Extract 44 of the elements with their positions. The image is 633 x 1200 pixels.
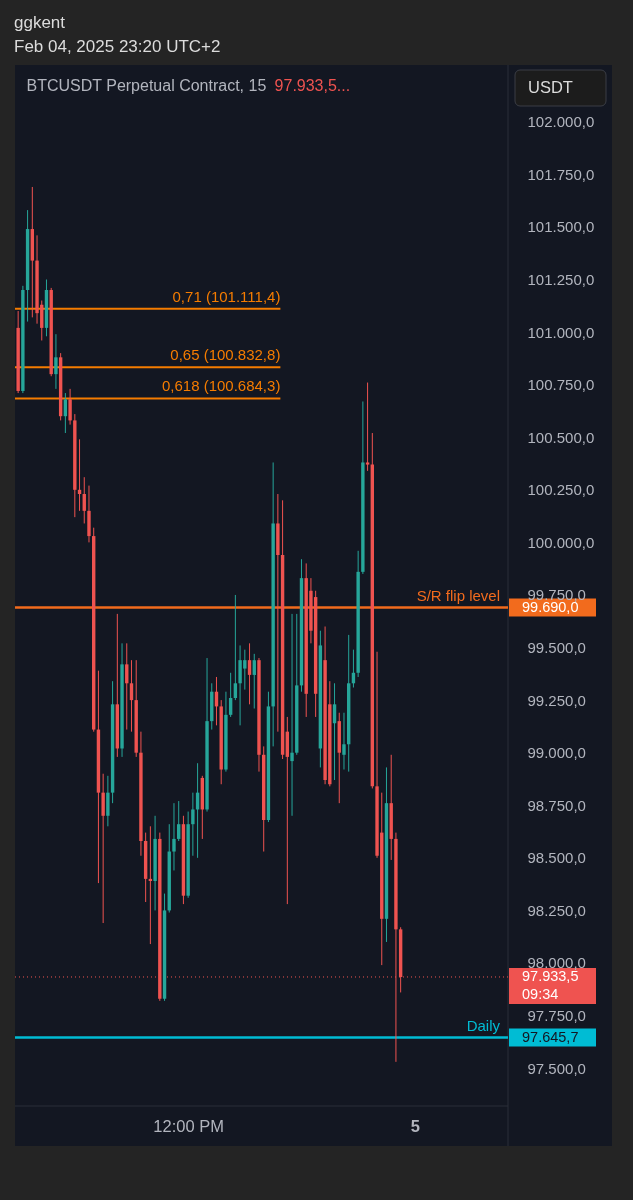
annotation: 97.645,7 (522, 1028, 579, 1045)
y-tick-label: 101.250,0 (527, 271, 595, 289)
candlestick (191, 792, 195, 857)
y-tick-label: 98.750,0 (527, 796, 586, 814)
text: BTCUSDT Perpetual Contract, 15 (26, 77, 267, 94)
y-tick-label: 100.500,0 (527, 428, 595, 446)
y-tick-label: 99.500,0 (527, 639, 586, 657)
candlestick (365, 382, 370, 472)
ref-line-label: Daily (466, 1016, 501, 1034)
y-tick-label: 102.000,0 (527, 113, 595, 131)
candlestick (177, 800, 181, 842)
y-tick-label: 97.500,0 (527, 1059, 586, 1077)
y-tick-label: 101.000,0 (527, 323, 595, 341)
candlestick (233, 594, 238, 701)
candlestick (247, 642, 252, 705)
annotation: 97.933,5... (274, 77, 351, 94)
y-tick-label: 99.000,0 (527, 744, 586, 762)
candlestick (290, 613, 294, 817)
y-tick-label: 100.750,0 (527, 376, 595, 394)
text: ggkent (14, 13, 66, 32)
text: 09:34 (522, 985, 559, 1002)
ref-line-label: S/R flip level (416, 586, 500, 604)
y-tick-label: 101.750,0 (527, 165, 595, 183)
candlestick (106, 775, 110, 827)
candlestick (68, 388, 72, 426)
candlestick (172, 802, 176, 871)
y-tick-label: 101.500,0 (527, 218, 595, 236)
x-tick-label: 12:00 PM (153, 1116, 224, 1135)
y-axis-title: USDT (528, 78, 573, 96)
candlestick (54, 333, 58, 390)
candlestick (252, 653, 256, 710)
y-tick-label: 100.000,0 (527, 533, 595, 551)
y-tick-label: 98.500,0 (527, 849, 586, 867)
series-label: 0,618 (100.684,3) (161, 377, 281, 395)
x-tick-label: 5 (410, 1116, 420, 1135)
y-tick-label: 97.750,0 (527, 1007, 586, 1025)
series-label: 0,65 (100.832,8) (170, 346, 281, 364)
candlestick (342, 712, 346, 771)
text: Feb 04, 2025 23:20 UTC+2 (14, 37, 221, 56)
series-label: 0,71 (101.111,4) (172, 287, 281, 305)
candlestick (101, 773, 105, 924)
y-tick-label: 98.250,0 (527, 901, 586, 919)
y-tick-label: 100.250,0 (527, 481, 595, 499)
y-tick-label: 99.250,0 (527, 691, 586, 709)
